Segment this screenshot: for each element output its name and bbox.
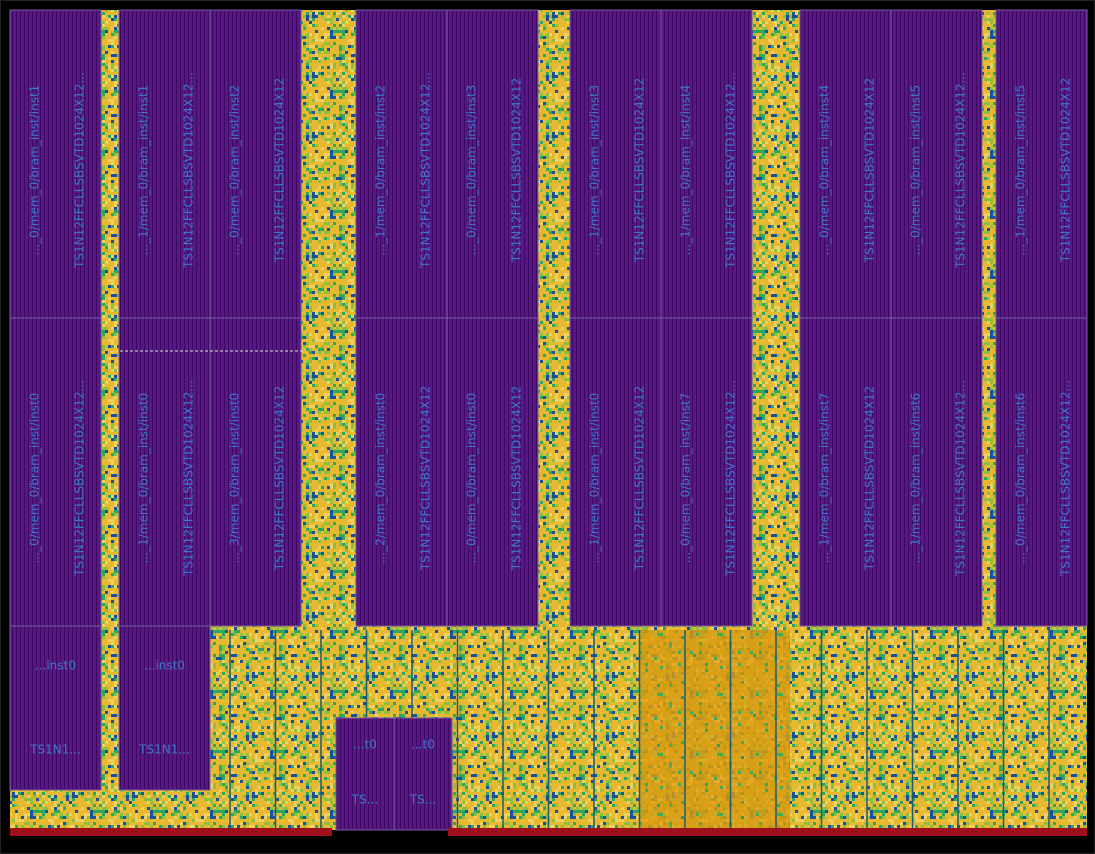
macro-label: ..._0/mem_0/bram_inst/inst1 [28, 85, 42, 256]
macro [995, 9, 1088, 319]
macro-label: ..._1/mem_0/bram_inst/inst4 [679, 85, 693, 256]
macro-label: TS1N12FFCLLSBSVTD1024X12... [182, 380, 196, 577]
macro-label: TS1N12FFCLLSBSVTD1024X12 [863, 78, 877, 263]
macro [393, 717, 453, 831]
macro-label: ..._0/mem_0/bram_inst/inst7 [679, 393, 693, 564]
macro-label: TS1N12FFCLLSBSVTD1024X12... [954, 380, 968, 577]
macro-label: ...t0 [411, 738, 435, 752]
macro-label: TS1N12FFCLLSBSVTD1024X12 [633, 386, 647, 571]
macro-label: TS1N12FFCLLSBSVTD1024X12... [724, 72, 738, 269]
macro [118, 317, 211, 627]
macro [569, 317, 662, 627]
macro [209, 9, 302, 319]
macro-label: ...t0 [353, 738, 377, 752]
macro-label: TS1N1... [29, 743, 81, 757]
macro-label: TS1N12FFCLLSBSVTD1024X12... [419, 72, 433, 269]
macro [799, 9, 892, 319]
macro [355, 9, 448, 319]
macro [118, 625, 211, 791]
macro [569, 9, 662, 319]
macro-label: TS1N12FFCLLSBSVTD1024X12 [273, 386, 287, 571]
macro-label: ..._0/mem_0/bram_inst/inst2 [228, 85, 242, 256]
macro-label: ..._1/mem_0/bram_inst/inst7 [818, 393, 832, 564]
macro-label: TS... [409, 793, 436, 807]
macros: ..._0/mem_0/bram_inst/inst1 TS1N12FFCLLSB… [9, 9, 1088, 831]
macro-label: TS1N12FFCLLSBSVTD1024X12... [724, 380, 738, 577]
macro [446, 9, 539, 319]
macro-label: TS... [351, 793, 378, 807]
macro [209, 317, 302, 627]
macro [446, 317, 539, 627]
macro-label: TS1N12FFCLLSBSVTD1024X12 [863, 386, 877, 571]
macro-label: TS1N12FFCLLSBSVTD1024X12 [510, 78, 524, 263]
power-rail [448, 828, 1087, 836]
macro [9, 317, 102, 627]
macro-label: TS1N12FFCLLSBSVTD1024X12 [510, 386, 524, 571]
macro-label: ..._1/mem_0/bram_inst/inst1 [137, 85, 151, 256]
macro-label: ..._0/mem_0/bram_inst/inst0 [465, 393, 479, 564]
macro [335, 717, 395, 831]
macro [890, 9, 983, 319]
macro [355, 317, 448, 627]
macro-label: ..._1/mem_0/bram_inst/inst0 [137, 393, 151, 564]
macro-label: TS1N12FFCLLSBSVTD1024X12... [73, 380, 87, 577]
macro-label: TS1N12FFCLLSBSVTD1024X12... [954, 72, 968, 269]
power-rail [10, 828, 332, 836]
macro-label: TS1N12FFCLLSBSVTD1024X12 [273, 78, 287, 263]
dense-area [640, 630, 790, 830]
macro-label: ..._0/mem_0/bram_inst/inst0 [28, 393, 42, 564]
macro-label: TS1N1... [138, 743, 190, 757]
macro [118, 9, 211, 319]
row-lines [229, 630, 1050, 828]
macro [9, 9, 102, 319]
macro-label: TS1N12FFCLLSBSVTD1024X12 [1059, 78, 1073, 263]
macro-label: ..._3/mem_0/bram_inst/inst0 [228, 393, 242, 564]
macro [995, 317, 1088, 627]
macro-label: ..._1/mem_0/bram_inst/inst2 [374, 85, 388, 256]
macro-label: ..._0/mem_0/bram_inst/inst3 [465, 85, 479, 256]
macro-label: ..._1/mem_0/bram_inst/inst3 [588, 85, 602, 256]
macro-label: ..._1/mem_0/bram_inst/inst0 [588, 393, 602, 564]
macro-label: ..._1/mem_0/bram_inst/inst5 [1014, 85, 1028, 256]
macro-label: TS1N12FFCLLSBSVTD1024X12... [73, 72, 87, 269]
macro-label: ..._1/mem_0/bram_inst/inst6 [909, 393, 923, 564]
macro-label: TS1N12FFCLLSBSVTD1024X12... [1059, 380, 1073, 577]
macro-label: TS1N12FFCLLSBSVTD1024X12 [633, 78, 647, 263]
macro [9, 625, 102, 791]
macro-label: ...inst0 [144, 659, 185, 673]
macro [890, 317, 983, 627]
macro-label: TS1N12FFCLLSBSVTD1024X12... [182, 72, 196, 269]
macro-label: ..._0/mem_0/bram_inst/inst4 [818, 85, 832, 256]
macro-label: ..._0/mem_0/bram_inst/inst5 [909, 85, 923, 256]
macro [660, 9, 753, 319]
macro-label: ...inst0 [35, 659, 76, 673]
macro-label: TS1N12FFCLLSBSVTD1024X12 [419, 386, 433, 571]
macro-label: ..._0/mem_0/bram_inst/inst6 [1014, 393, 1028, 564]
macro-label: ..._2/mem_0/bram_inst/inst0 [374, 393, 388, 564]
macro [660, 317, 753, 627]
macro [799, 317, 892, 627]
